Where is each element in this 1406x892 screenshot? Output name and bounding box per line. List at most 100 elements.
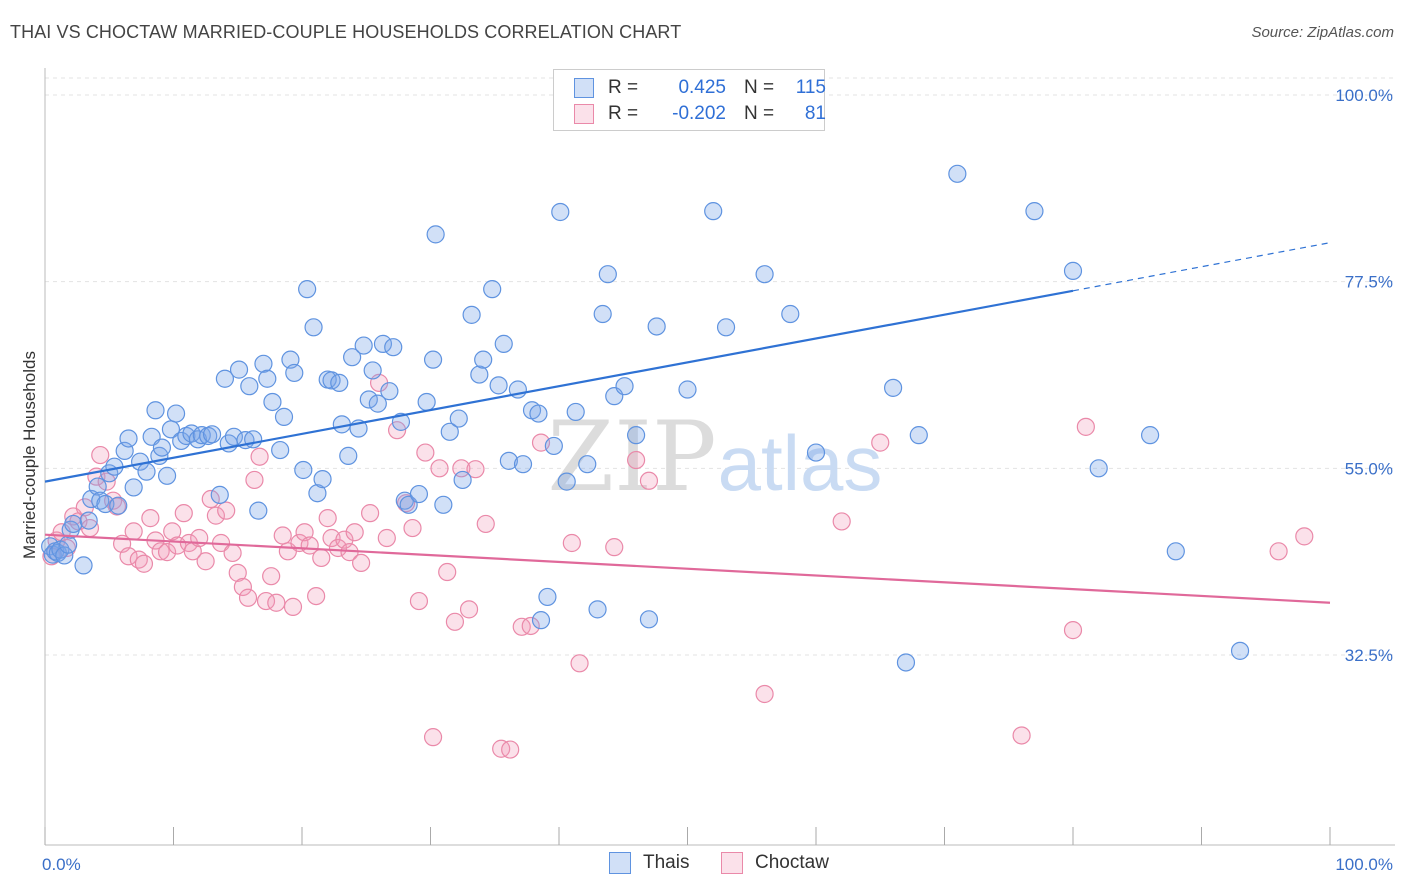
- choctaw-point: [562, 533, 581, 553]
- choctaw-point: [459, 600, 479, 619]
- series-label-thais: Thais: [643, 852, 690, 873]
- legend-r-value: 0.425: [678, 77, 726, 98]
- choctaw-point: [352, 553, 371, 573]
- thai-point: [704, 202, 723, 221]
- choctaw-point: [345, 523, 364, 542]
- thai-point: [91, 491, 110, 510]
- series-legend-choctaw[interactable]: Choctaw: [721, 852, 829, 874]
- x-tick-label: 100.0%: [1335, 855, 1393, 874]
- thai-point: [513, 455, 533, 474]
- thai-point: [557, 472, 576, 491]
- thai-point: [716, 318, 736, 337]
- thai-point: [440, 422, 459, 441]
- thai-point: [647, 317, 666, 336]
- legend-r-label: R =: [608, 77, 639, 98]
- series-legend: Thais Choctaw: [0, 852, 1406, 878]
- correlation-legend: R = 0.425 N = 115 R = -0.202 N = 81: [553, 69, 826, 131]
- choctaw-point: [639, 471, 659, 490]
- y-tick-label: 100.0%: [1335, 86, 1393, 105]
- choctaw-point: [430, 459, 449, 478]
- thai-point: [343, 348, 362, 367]
- thai-point: [639, 610, 659, 629]
- thai-point: [1140, 426, 1160, 445]
- choctaw-point: [1076, 417, 1095, 436]
- series-swatch-thais: [609, 852, 631, 874]
- thai-point: [359, 390, 378, 409]
- choctaw-point: [409, 591, 429, 611]
- choctaw-point: [141, 509, 160, 528]
- thai-point: [578, 455, 597, 474]
- thai-point: [224, 427, 243, 446]
- thai-point: [494, 334, 513, 353]
- thai-point: [551, 202, 570, 222]
- thai-point: [137, 462, 156, 481]
- choctaw-point: [223, 543, 242, 563]
- thai-point: [263, 392, 282, 412]
- thai-point: [1230, 641, 1250, 660]
- thai-point: [308, 484, 327, 503]
- choctaw-point: [416, 443, 435, 462]
- choctaw-point: [1063, 621, 1083, 640]
- watermark-atlas: atlas: [718, 419, 883, 507]
- choctaw-point: [755, 684, 774, 704]
- choctaw-point: [267, 593, 286, 612]
- thai-point: [896, 653, 916, 672]
- source-attribution[interactable]: Source: ZipAtlas.com: [1251, 24, 1394, 41]
- thai-point: [426, 225, 445, 244]
- thai-point: [59, 535, 78, 554]
- thai-point: [417, 392, 436, 412]
- choctaw-point: [250, 447, 269, 466]
- choctaw-point: [377, 528, 396, 548]
- choctaw-point: [312, 548, 331, 568]
- thai-point: [883, 378, 903, 397]
- y-axis-label: Married-couple Households: [20, 351, 39, 559]
- thai-point: [202, 425, 222, 444]
- choctaw-point: [1295, 527, 1314, 546]
- thai-point: [330, 373, 349, 392]
- thai-point: [55, 546, 74, 565]
- legend-n-value: 115: [795, 77, 826, 98]
- thai-point: [339, 446, 358, 465]
- thai-point: [254, 354, 273, 373]
- thai-point: [544, 436, 563, 456]
- legend-r-value: -0.202: [672, 103, 726, 124]
- x-tick-label: 0.0%: [42, 855, 81, 874]
- choctaw-point: [201, 489, 220, 509]
- choctaw-point: [445, 612, 465, 631]
- thai-point: [909, 426, 928, 445]
- thai-point: [244, 430, 263, 449]
- series-legend-thais[interactable]: Thais: [609, 852, 689, 874]
- thai-point: [363, 361, 382, 380]
- chart-title: THAI VS CHOCTAW MARRIED-COUPLE HOUSEHOLD…: [10, 22, 682, 42]
- thai-point: [109, 496, 128, 515]
- thai-point: [79, 511, 98, 530]
- choctaw-point: [262, 567, 281, 586]
- choctaw-point: [157, 543, 177, 562]
- choctaw-point: [476, 514, 495, 534]
- choctaw-point: [466, 460, 485, 479]
- choctaw-trendline: [44, 533, 1331, 604]
- thai-point: [64, 514, 83, 534]
- thai-point: [449, 409, 468, 428]
- thai-point: [755, 265, 774, 284]
- thai-point: [499, 451, 518, 470]
- thai-point: [258, 369, 277, 388]
- thai-point: [384, 338, 403, 357]
- thai-point: [462, 305, 481, 324]
- thai-point: [1166, 542, 1185, 561]
- choctaw-point: [403, 518, 422, 538]
- thai-point: [298, 280, 317, 299]
- thai-point: [409, 484, 429, 504]
- thai-trendline: [44, 289, 1074, 483]
- thai-point: [146, 401, 165, 420]
- thai-point: [615, 377, 634, 396]
- choctaw-point: [163, 522, 182, 541]
- thai-point: [157, 466, 177, 485]
- thai-point: [1089, 459, 1108, 478]
- choctaw-point: [273, 526, 292, 545]
- thai-point: [566, 402, 585, 422]
- thai-trendline-extension: [1072, 242, 1331, 292]
- choctaw-point: [174, 504, 193, 523]
- thai-point: [626, 426, 646, 445]
